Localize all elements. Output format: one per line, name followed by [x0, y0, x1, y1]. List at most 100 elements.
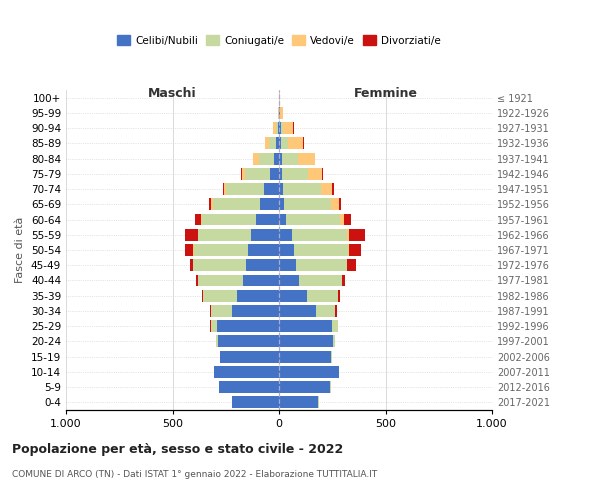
Bar [246, 260, 279, 271]
Bar [316, 305, 335, 317]
Bar [279, 122, 281, 134]
Bar [286, 214, 340, 226]
Bar [279, 305, 316, 317]
Bar [279, 183, 283, 195]
Bar [220, 350, 279, 362]
Bar [220, 381, 279, 393]
Text: COMUNE DI ARCO (TN) - Dati ISTAT 1° gennaio 2022 - Elaborazione TUTTITALIA.IT: COMUNE DI ARCO (TN) - Dati ISTAT 1° genn… [12, 470, 377, 479]
Bar [349, 229, 365, 240]
Bar [283, 122, 293, 134]
Bar [195, 214, 201, 226]
Bar [279, 198, 284, 210]
Bar [276, 122, 278, 134]
Bar [338, 290, 340, 302]
Bar [320, 183, 332, 195]
Bar [281, 138, 287, 149]
Bar [332, 183, 334, 195]
Bar [218, 336, 279, 347]
Bar [280, 107, 283, 119]
Bar [279, 274, 299, 286]
Bar [242, 168, 245, 180]
Bar [279, 107, 280, 119]
Bar [347, 229, 349, 240]
Bar [185, 244, 193, 256]
Bar [232, 396, 279, 408]
Bar [198, 274, 243, 286]
Bar [347, 260, 356, 271]
Bar [340, 214, 344, 226]
Bar [264, 183, 279, 195]
Bar [213, 198, 260, 210]
Bar [273, 122, 276, 134]
Bar [211, 320, 217, 332]
Bar [251, 229, 279, 240]
Bar [279, 366, 338, 378]
Bar [284, 198, 331, 210]
Bar [279, 244, 294, 256]
Bar [296, 260, 347, 271]
Bar [298, 152, 314, 164]
Bar [211, 305, 232, 317]
Bar [338, 198, 341, 210]
Bar [349, 244, 361, 256]
Bar [281, 152, 298, 164]
Bar [335, 305, 337, 317]
Bar [224, 183, 226, 195]
Bar [279, 381, 330, 393]
Bar [279, 168, 282, 180]
Bar [226, 183, 264, 195]
Legend: Celibi/Nubili, Coniugati/e, Vedovi/e, Divorziati/e: Celibi/Nubili, Coniugati/e, Vedovi/e, Di… [113, 31, 445, 50]
Bar [210, 305, 211, 317]
Bar [217, 320, 279, 332]
Bar [193, 260, 246, 271]
Bar [201, 214, 202, 226]
Bar [202, 214, 256, 226]
Bar [202, 290, 203, 302]
Bar [283, 183, 320, 195]
Bar [287, 138, 304, 149]
Bar [279, 320, 332, 332]
Bar [331, 198, 338, 210]
Bar [271, 168, 279, 180]
Bar [194, 244, 248, 256]
Bar [265, 138, 269, 149]
Bar [279, 350, 331, 362]
Bar [282, 168, 308, 180]
Bar [279, 336, 334, 347]
Bar [279, 290, 307, 302]
Bar [203, 290, 238, 302]
Text: Maschi: Maschi [148, 87, 197, 100]
Bar [348, 244, 349, 256]
Bar [223, 183, 224, 195]
Bar [269, 138, 276, 149]
Bar [245, 168, 271, 180]
Bar [281, 122, 283, 134]
Y-axis label: Fasce di età: Fasce di età [16, 217, 25, 283]
Bar [196, 274, 198, 286]
Bar [322, 168, 323, 180]
Bar [238, 290, 279, 302]
Bar [294, 244, 348, 256]
Bar [344, 214, 352, 226]
Bar [334, 336, 335, 347]
Bar [292, 229, 347, 240]
Text: Popolazione per età, sesso e stato civile - 2022: Popolazione per età, sesso e stato civil… [12, 442, 343, 456]
Bar [279, 152, 281, 164]
Bar [260, 198, 279, 210]
Bar [198, 229, 251, 240]
Bar [342, 274, 345, 286]
Bar [211, 198, 213, 210]
Bar [308, 168, 322, 180]
Text: Femmine: Femmine [353, 87, 418, 100]
Bar [279, 396, 319, 408]
Bar [299, 274, 342, 286]
Bar [243, 274, 279, 286]
Bar [279, 229, 292, 240]
Bar [279, 214, 286, 226]
Bar [279, 138, 281, 149]
Bar [253, 152, 259, 164]
Bar [214, 366, 279, 378]
Bar [190, 260, 193, 271]
Bar [332, 320, 338, 332]
Bar [307, 290, 338, 302]
